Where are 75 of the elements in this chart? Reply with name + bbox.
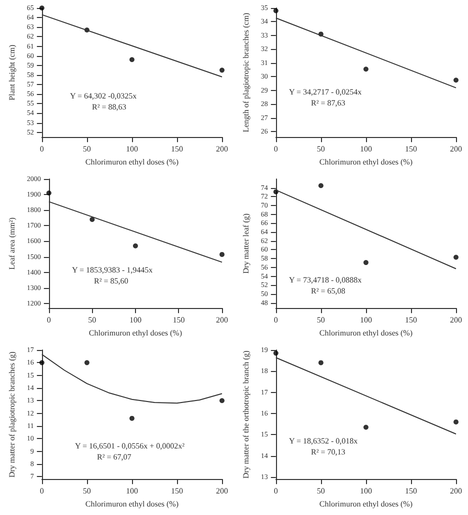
x-tick-label: 100 <box>360 316 372 325</box>
point <box>46 190 52 196</box>
annotation: Y = 1853,9383 - 1,9445x <box>72 266 153 274</box>
point <box>318 360 324 366</box>
annotation: R² = 87,63 <box>311 98 346 108</box>
x-tick-label: 50 <box>316 486 325 496</box>
y-axis-title: Dry matter of plagiotropic branches (g) <box>8 351 16 478</box>
x-axis-title: Chlorimuron ethyl doses (%) <box>319 500 413 508</box>
annotation: R² = 67,07 <box>97 452 132 462</box>
x-tick-label: 150 <box>172 316 185 325</box>
point <box>454 419 458 424</box>
y-axis-title: Leaf area (mm²) <box>8 217 16 270</box>
point <box>129 416 134 421</box>
x-tick-label: 50 <box>316 144 325 154</box>
point <box>318 183 324 188</box>
x-tick-label: 200 <box>450 144 462 154</box>
point <box>90 216 95 222</box>
x-tick-label: 200 <box>216 486 228 496</box>
x-axis-title: Chlorimuron ethyl doses (%) <box>85 500 179 508</box>
x-tick-label: 0 <box>274 316 278 325</box>
y-axis-title: Dry matter of the orthotropic branch (g) <box>242 350 250 479</box>
x-tick-label: 0 <box>46 316 51 325</box>
annotation: Y = 16,6501 - 0,0556x + 0,0002x² <box>75 442 186 450</box>
point <box>454 78 458 83</box>
x-axis-title: Chlorimuron ethyl doses (%) <box>85 158 179 166</box>
annotation: R² = 65,08 <box>311 286 346 296</box>
x-axis-title: Chlorimuron ethyl doses (%) <box>319 328 413 338</box>
annotation: Y = 34,2717 - 0,0254x <box>289 88 362 96</box>
x-tick-label: 100 <box>360 144 372 154</box>
point <box>220 252 224 257</box>
annotation: Y = 73,4718 - 0,0888x <box>289 276 362 284</box>
point <box>454 254 458 260</box>
point <box>220 68 224 73</box>
x-tick-label: 0 <box>274 144 278 154</box>
y-axis-title: Dry matter leaf (g) <box>242 213 250 274</box>
point <box>39 360 44 366</box>
x-axis-title: Chlorimuron ethyl doses (%) <box>319 158 413 166</box>
point <box>84 360 90 366</box>
point <box>273 350 278 356</box>
point <box>220 398 224 404</box>
annotation: R² = 70,13 <box>311 448 346 456</box>
x-tick-label: 0 <box>40 486 44 496</box>
x-tick-label: 200 <box>216 144 228 154</box>
x-tick-label: 150 <box>404 486 417 496</box>
x-tick-label: 0 <box>274 486 278 496</box>
y-axis-title: Length of plagiotropic branches (cm) <box>242 12 250 132</box>
x-tick-label: 150 <box>170 144 183 154</box>
x-tick-label: 100 <box>126 144 138 154</box>
point <box>363 424 368 430</box>
annotation: R² = 85,60 <box>94 276 128 286</box>
x-tick-label: 150 <box>170 486 183 496</box>
point <box>273 8 278 14</box>
x-tick-label: 150 <box>404 144 417 154</box>
x-tick-label: 100 <box>360 486 372 496</box>
point <box>363 260 368 266</box>
x-tick-label: 150 <box>404 316 417 325</box>
x-tick-label: 200 <box>450 316 462 325</box>
x-axis-title: Chlorimuron ethyl doses (%) <box>88 328 182 338</box>
x-tick-label: 50 <box>82 486 91 496</box>
y-axis-title: Plant height (cm) <box>8 44 16 100</box>
annotation: R² = 88,63 <box>92 102 126 112</box>
x-tick-label: 200 <box>450 486 462 496</box>
x-tick-label: 50 <box>316 316 325 325</box>
annotation: Y = 64,302 -0,0325x <box>70 92 137 100</box>
point <box>39 6 44 10</box>
point <box>129 57 134 62</box>
annotation: Y = 18,6352 - 0,018x <box>289 436 358 446</box>
x-tick-label: 100 <box>129 316 142 325</box>
x-tick-label: 50 <box>82 144 91 154</box>
x-tick-label: 50 <box>88 316 96 325</box>
point <box>363 66 368 72</box>
x-tick-label: 0 <box>40 144 44 154</box>
point <box>132 243 138 248</box>
x-tick-label: 100 <box>126 486 138 496</box>
x-tick-label: 200 <box>216 316 228 325</box>
